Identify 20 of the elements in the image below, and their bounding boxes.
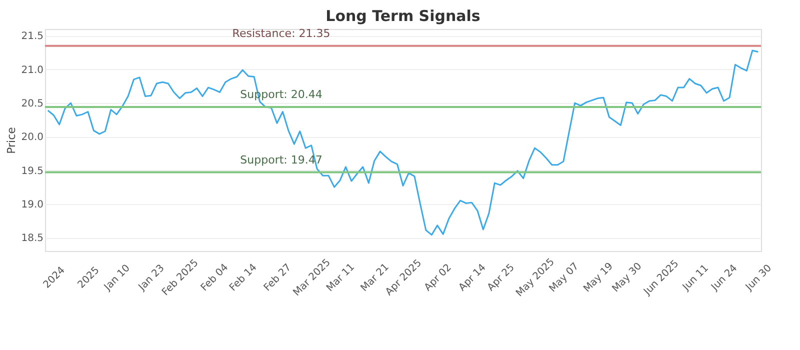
y-tick-label: 19.5: [21, 166, 44, 177]
x-tick-label: Feb 27: [262, 262, 294, 294]
line-series: [47, 50, 759, 236]
y-tick-label: 19.0: [21, 199, 44, 210]
x-tick-label: Jun 11: [680, 262, 712, 294]
x-tick-label: Feb 14: [228, 262, 260, 294]
x-tick-label: Jun 30: [743, 262, 774, 294]
x-tick-label: Jan 10: [102, 262, 132, 294]
x-tick-label: Apr 25: [486, 262, 517, 294]
y-tick-label: 20.0: [21, 132, 44, 144]
y-tick-label: 21.0: [21, 64, 44, 76]
y-tick-label: 20.5: [21, 98, 44, 110]
y-axis-title: Price: [5, 126, 18, 154]
x-tick-label: Apr 02: [422, 262, 454, 294]
x-tick-label: Jun 24: [708, 262, 740, 294]
x-tick-label: Apr 14: [456, 262, 488, 294]
y-tick-label: 18.5: [21, 233, 44, 244]
ref-line-label: Resistance: 21.35: [232, 26, 330, 40]
chart-title: Long Term Signals: [326, 6, 480, 25]
y-tick-label: 21.5: [21, 31, 44, 42]
